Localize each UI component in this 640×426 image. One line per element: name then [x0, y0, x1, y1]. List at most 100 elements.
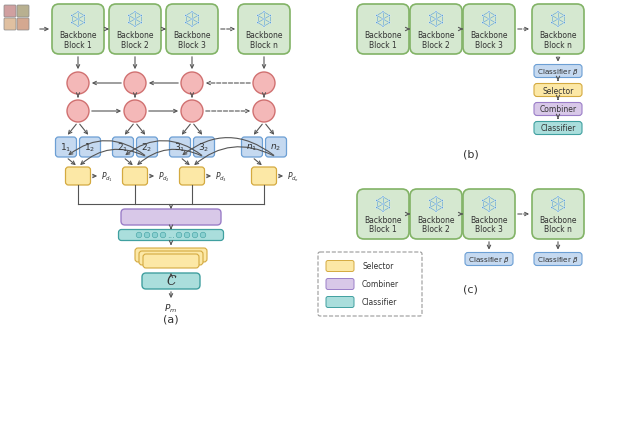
Circle shape: [136, 233, 142, 238]
FancyBboxPatch shape: [166, 5, 218, 55]
Text: Backbone: Backbone: [173, 32, 211, 40]
Circle shape: [83, 15, 85, 17]
Circle shape: [435, 210, 437, 213]
Circle shape: [77, 19, 79, 21]
Circle shape: [257, 23, 259, 25]
FancyBboxPatch shape: [534, 65, 582, 78]
Circle shape: [77, 26, 79, 28]
Circle shape: [557, 210, 559, 213]
Circle shape: [253, 101, 275, 123]
Text: $1_2$: $1_2$: [84, 141, 95, 154]
Circle shape: [563, 207, 565, 209]
Text: $P_{d_3}$: $P_{d_3}$: [215, 170, 227, 183]
FancyBboxPatch shape: [113, 138, 134, 158]
Circle shape: [263, 19, 265, 21]
Circle shape: [494, 23, 496, 25]
Circle shape: [557, 19, 559, 21]
Text: Classifier: Classifier: [362, 298, 397, 307]
Text: Combiner: Combiner: [540, 105, 577, 114]
Circle shape: [140, 23, 142, 25]
Text: $3_2$: $3_2$: [198, 141, 210, 154]
Circle shape: [67, 73, 89, 95]
Circle shape: [435, 204, 437, 206]
Circle shape: [263, 12, 265, 14]
FancyBboxPatch shape: [266, 138, 287, 158]
Text: Block n: Block n: [544, 225, 572, 234]
FancyBboxPatch shape: [109, 5, 161, 55]
Circle shape: [488, 204, 490, 206]
FancyBboxPatch shape: [534, 84, 582, 97]
Circle shape: [488, 210, 490, 213]
Circle shape: [269, 15, 271, 17]
FancyBboxPatch shape: [463, 5, 515, 55]
Circle shape: [482, 23, 484, 25]
Circle shape: [435, 19, 437, 21]
Circle shape: [435, 196, 437, 199]
Circle shape: [388, 23, 390, 25]
Circle shape: [482, 200, 484, 202]
Text: Classifier $\beta$: Classifier $\beta$: [468, 254, 510, 265]
Circle shape: [197, 15, 199, 17]
Text: Backbone: Backbone: [245, 32, 283, 40]
FancyBboxPatch shape: [241, 138, 262, 158]
Text: Selector: Selector: [542, 86, 573, 95]
Text: $P_{d_1}$: $P_{d_1}$: [101, 170, 113, 183]
Circle shape: [67, 101, 89, 123]
Circle shape: [160, 233, 166, 238]
Circle shape: [557, 26, 559, 28]
Circle shape: [376, 207, 378, 209]
FancyBboxPatch shape: [326, 261, 354, 272]
FancyBboxPatch shape: [79, 138, 100, 158]
FancyBboxPatch shape: [135, 248, 207, 262]
Text: Backbone: Backbone: [540, 32, 577, 40]
FancyBboxPatch shape: [318, 253, 422, 316]
FancyBboxPatch shape: [4, 19, 16, 31]
FancyBboxPatch shape: [532, 5, 584, 55]
Text: $2_2$: $2_2$: [141, 141, 152, 154]
Text: $3_1$: $3_1$: [174, 141, 186, 154]
Circle shape: [269, 23, 271, 25]
Circle shape: [181, 73, 203, 95]
Text: Backbone: Backbone: [540, 216, 577, 225]
Circle shape: [77, 12, 79, 14]
FancyBboxPatch shape: [143, 254, 199, 268]
Text: Classifier: Classifier: [540, 124, 576, 133]
FancyBboxPatch shape: [122, 167, 147, 186]
Circle shape: [488, 26, 490, 28]
Circle shape: [563, 23, 565, 25]
Circle shape: [382, 196, 384, 199]
FancyBboxPatch shape: [357, 190, 409, 239]
Text: Backbone: Backbone: [60, 32, 97, 40]
FancyBboxPatch shape: [410, 190, 462, 239]
Circle shape: [441, 200, 444, 202]
Circle shape: [376, 15, 378, 17]
Circle shape: [181, 101, 203, 123]
FancyBboxPatch shape: [142, 273, 200, 289]
Circle shape: [488, 12, 490, 14]
Circle shape: [128, 15, 130, 17]
Circle shape: [382, 204, 384, 206]
Circle shape: [429, 200, 431, 202]
Circle shape: [494, 200, 496, 202]
FancyBboxPatch shape: [65, 167, 90, 186]
Circle shape: [134, 26, 136, 28]
FancyBboxPatch shape: [463, 190, 515, 239]
Text: $P_m$: $P_m$: [164, 302, 178, 314]
Circle shape: [382, 12, 384, 14]
Circle shape: [551, 15, 553, 17]
FancyBboxPatch shape: [238, 5, 290, 55]
Text: $n_1$: $n_1$: [246, 142, 258, 153]
FancyBboxPatch shape: [56, 138, 77, 158]
Circle shape: [388, 200, 390, 202]
Text: Block 2: Block 2: [422, 225, 450, 234]
Circle shape: [388, 207, 390, 209]
Text: Block 2: Block 2: [121, 40, 149, 49]
Text: Block n: Block n: [250, 40, 278, 49]
Text: Backbone: Backbone: [417, 216, 455, 225]
Circle shape: [71, 15, 73, 17]
Circle shape: [382, 19, 384, 21]
Circle shape: [253, 73, 275, 95]
FancyBboxPatch shape: [534, 103, 582, 116]
Circle shape: [128, 23, 130, 25]
Circle shape: [488, 196, 490, 199]
